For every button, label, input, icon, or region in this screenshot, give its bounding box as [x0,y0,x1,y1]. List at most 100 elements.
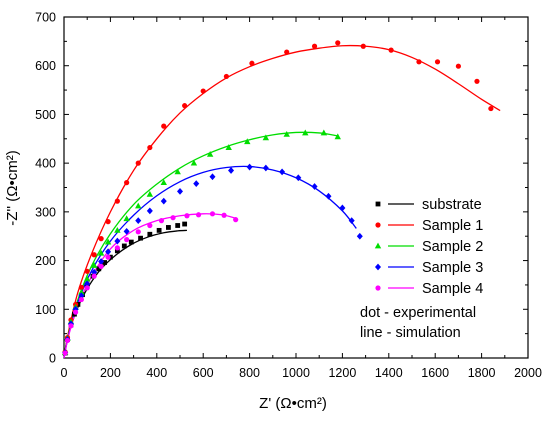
series-1-data-point [84,268,90,274]
y-tick-label: 500 [35,108,56,122]
series-2-data-point [104,238,112,245]
x-tick-label: 1600 [421,366,449,380]
legend-marker [375,201,381,207]
legend-item: substrate [375,197,482,213]
series-2-data-point [123,215,130,222]
series-0-data-point [156,227,162,233]
annotation-experimental: dot - experimental [360,305,476,321]
series-3-data-point [348,217,355,225]
series-3-data-point [339,204,346,212]
x-tick-label: 600 [193,366,214,380]
series-2-simulation-line [63,131,338,359]
series-0-data-point [147,231,153,237]
y-tick-label: 600 [35,59,56,73]
series-3-data-point [311,183,318,190]
legend-label: Sample 4 [422,281,483,297]
series-2-data-point [97,249,105,256]
y-tick-label: 0 [49,352,56,366]
y-axis-ticks: 0 100 200 300 400 500 600 700 [35,11,528,366]
annotation-simulation: line - simulation [360,325,461,341]
series-3-data-point [295,174,302,182]
series-4-data-point [221,212,227,218]
series-0-data-point [96,266,102,272]
series-0-data-point [182,221,188,227]
series-3-markers [62,163,363,357]
series-4-data-point [68,323,74,329]
series-0-data-point [121,243,127,249]
series-3-data-point [84,280,91,288]
legend-label: Sample 3 [422,260,483,276]
series-2-data-point [174,168,181,175]
series-1-data-point [284,49,290,55]
series-3-data-point [114,237,121,245]
series-1-data-point [98,236,104,242]
legend-item: Sample 3 [375,260,483,276]
series-1-data-point [488,105,494,112]
series-0-data-point [138,235,143,241]
legend-item: Sample 4 [375,281,483,297]
x-tick-label: 1400 [375,366,403,380]
y-tick-label: 700 [35,11,56,25]
series-3-data-point [135,217,142,225]
series-3-data-point [105,248,112,256]
series-1-data-point [223,73,229,80]
series-4-data-point [64,337,71,344]
series-2-data-point [90,262,98,268]
series-1-data-point [434,59,441,65]
series-4-data-point [170,215,176,221]
x-tick-label: 1200 [328,366,356,380]
series-2-data-point [320,129,328,136]
series-2-data-point [135,202,142,209]
legend-label: Sample 2 [422,239,483,255]
series-0-data-point [166,225,171,230]
series-1-data-point [135,160,141,166]
series-2-data-point [302,129,309,136]
series-2-data-point [225,144,232,150]
series-4-data-point [98,263,104,270]
series-1-data-point [114,198,120,204]
series-4-data-point [105,254,111,260]
series-4-markers [62,211,239,356]
series-3-data-point [177,187,183,195]
legend-marker [375,263,381,271]
series-2-data-point [244,138,251,145]
x-axis-ticks: 0 200 400 600 800 1000 1200 1400 1600 1800 2000 [61,17,542,380]
x-tick-label: 0 [61,366,68,380]
series-3-data-point [228,167,235,174]
series-3-data-point [325,192,332,200]
series-3-data-point [160,197,167,205]
series-0-data-point [128,239,134,245]
series-1-data-point [335,40,341,46]
series-3-data-point [279,168,286,176]
series-2-data-point [283,131,290,137]
series-1-data-point [474,78,480,84]
series-1-data-point [105,219,111,225]
series-1-data-point [147,144,153,151]
legend: substrate Sample 1 Sample 2 Sample 3 Sample … [374,197,483,297]
series-4-data-point [233,217,239,223]
series-2-data-point [78,288,85,295]
series-1-data-point [249,60,255,66]
series-3-data-point [356,232,363,240]
series-2-data-point [334,133,341,140]
series-1-simulation-line [63,44,501,359]
series-1-data-point [455,63,461,69]
series-1-data-point [388,47,394,53]
y-tick-label: 300 [35,205,56,219]
series-3-data-point [193,180,200,188]
series-0-data-point [114,248,120,254]
series-4-data-point [158,218,165,224]
series-3-simulation-line [63,165,357,359]
legend-marker [374,242,382,249]
series-1-data-point [200,88,206,94]
legend-item: Sample 1 [375,218,483,234]
y-tick-label: 100 [35,303,56,317]
series-4-data-point [78,296,84,303]
series-2-data-point [190,159,198,166]
series-1-data-point [91,252,97,258]
series-4-data-point [84,285,90,291]
series-1-data-point [416,59,422,65]
legend-marker [375,222,381,228]
series-1-data-point [161,123,167,129]
y-tick-label: 400 [35,157,56,171]
